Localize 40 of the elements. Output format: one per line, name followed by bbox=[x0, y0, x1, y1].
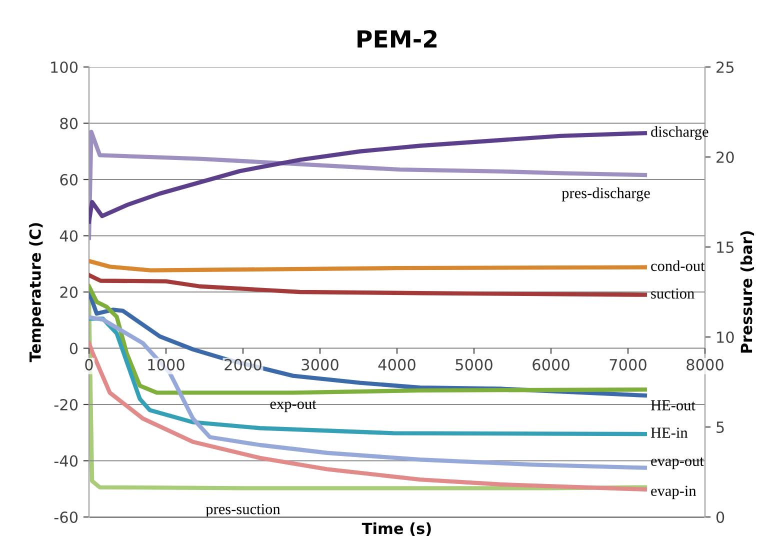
x-tick-label: 1000 bbox=[148, 358, 184, 370]
line-series bbox=[89, 258, 648, 272]
y-tick-label: 0 bbox=[70, 342, 78, 354]
y-tick-label: 40 bbox=[60, 230, 78, 242]
y2-tick-label: 25 bbox=[716, 61, 734, 74]
series-label: discharge bbox=[651, 126, 708, 140]
series-label: pres-suction bbox=[206, 504, 280, 518]
y-tick-label: 80 bbox=[60, 118, 78, 130]
y-tick-label: 60 bbox=[60, 174, 78, 186]
series-label: suction bbox=[651, 288, 694, 299]
y2-tick-label: 10 bbox=[717, 331, 734, 344]
y2-tick-label: 20 bbox=[716, 151, 734, 164]
y2-axis-title: Pressure (bar) bbox=[740, 231, 754, 353]
x-tick-label: 7000 bbox=[610, 358, 646, 370]
y-tick-label: -40 bbox=[54, 455, 78, 467]
series-label: pres-discharge bbox=[562, 187, 650, 202]
series-label: exp-out bbox=[270, 400, 316, 412]
x-tick-label: 8000 bbox=[686, 358, 724, 370]
y2-tick-label: 0 bbox=[716, 511, 724, 524]
y-tick-label: 100 bbox=[51, 61, 78, 74]
y-axis-title: Temperature (C) bbox=[29, 223, 44, 362]
x-tick-label: 6000 bbox=[532, 358, 570, 370]
x-tick-label: 5000 bbox=[456, 358, 492, 370]
x-axis-title: Time (s) bbox=[362, 522, 431, 536]
series-label: evap-in bbox=[651, 486, 696, 500]
x-tick-label: 0 bbox=[85, 358, 93, 370]
y-tick-label: -20 bbox=[54, 398, 78, 411]
series-label: HE-in bbox=[650, 428, 688, 438]
series-label: evap-out bbox=[651, 457, 704, 470]
series-label: HE-out bbox=[650, 400, 696, 410]
y-tick-label: -60 bbox=[54, 511, 78, 524]
y2-tick-label: 15 bbox=[717, 242, 734, 254]
series-label: cond-out bbox=[651, 260, 705, 272]
x-tick-label: 3000 bbox=[302, 358, 338, 370]
x-tick-label: 2000 bbox=[224, 358, 262, 370]
y-tick-label: 20 bbox=[60, 286, 78, 298]
y2-tick-label: 5 bbox=[716, 422, 724, 434]
chart-title: PEM-2 bbox=[358, 30, 437, 48]
x-tick-label: 4000 bbox=[378, 358, 416, 370]
line-series bbox=[89, 273, 648, 297]
